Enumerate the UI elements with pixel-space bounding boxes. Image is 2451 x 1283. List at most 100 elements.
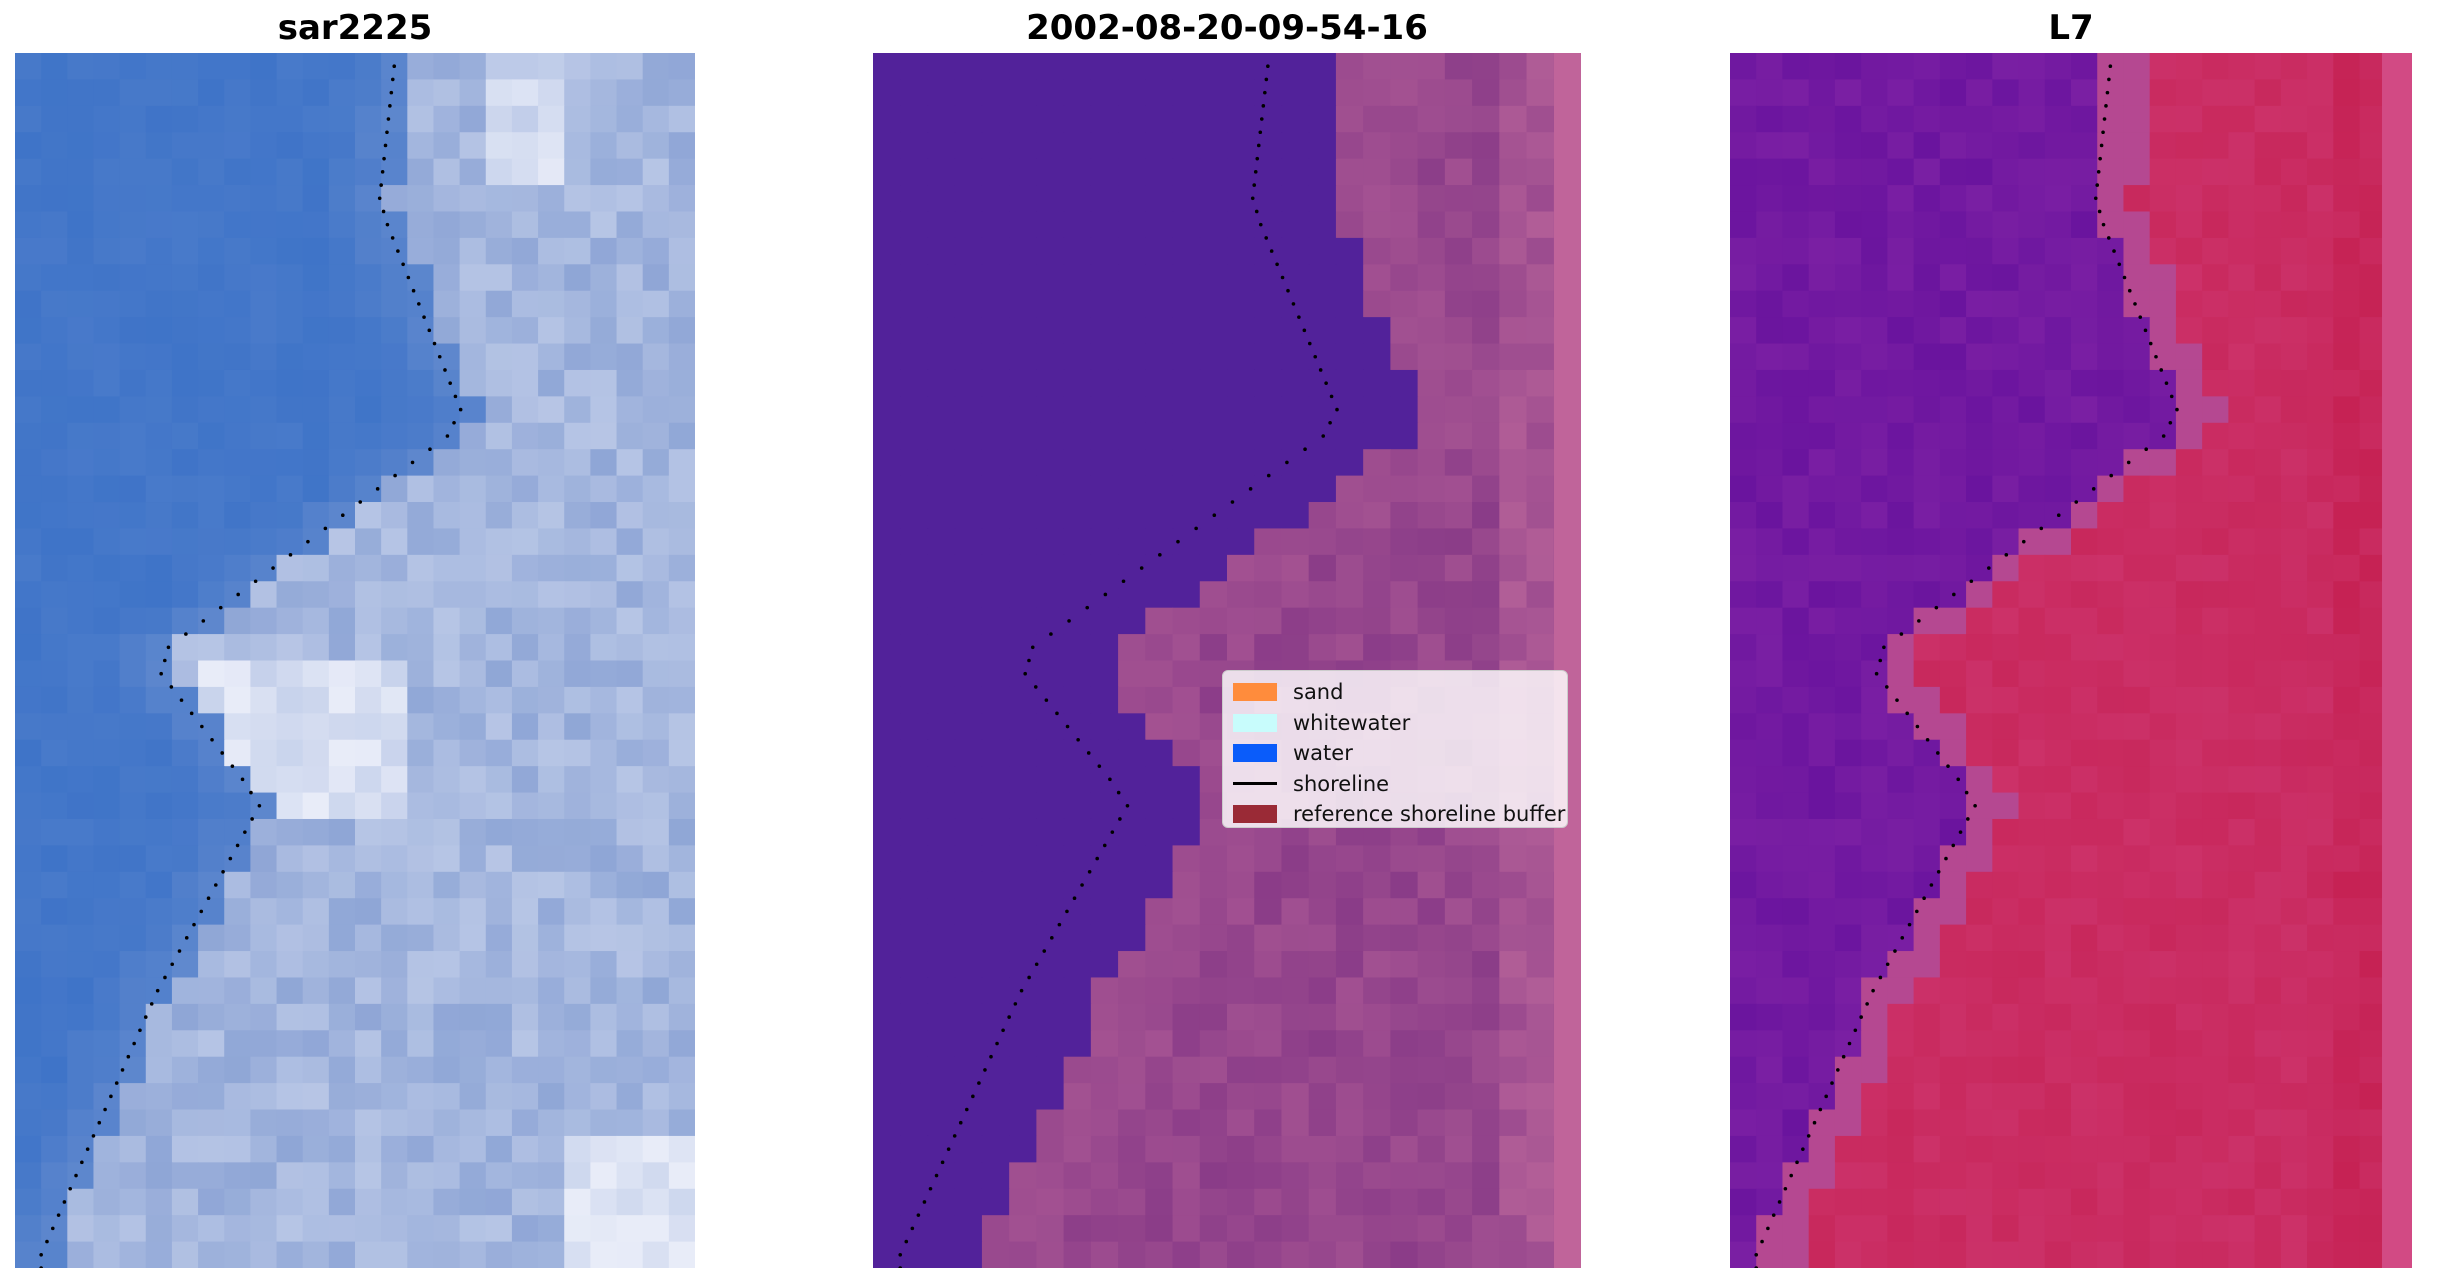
image-pixel [564,1003,591,1031]
shoreline-point [1285,460,1289,465]
image-pixel [2018,660,2046,688]
image-pixel [668,158,695,186]
image-pixel [1782,660,1810,688]
image-pixel [145,1056,173,1084]
image-pixel [1526,528,1555,556]
image-pixel [407,211,435,239]
image-pixel [2333,924,2361,952]
image-pixel [2333,818,2361,846]
shoreline-point [381,209,386,214]
shoreline-point [958,1120,963,1125]
image-pixel [2254,79,2282,107]
image-pixel [198,422,225,450]
image-pixel [2254,1030,2282,1058]
image-pixel [1966,1109,1993,1137]
shoreline-point [2126,460,2131,465]
image-pixel [67,845,95,873]
shoreline-point [427,328,432,333]
shoreline-point [910,1226,915,1231]
image-pixel [668,871,695,899]
image-pixel [1390,1241,1419,1268]
image-pixel [328,818,356,846]
image-pixel [1417,369,1446,397]
image-pixel [2228,449,2256,477]
shoreline-point [1263,90,1267,95]
image-pixel [41,1162,68,1190]
image-pixel [2359,290,2387,318]
image-pixel [1887,185,1915,213]
image-pixel [1036,845,1065,873]
image-pixel [1172,818,1201,846]
image-pixel [2359,951,2387,979]
image-pixel [1834,1215,1862,1243]
image-pixel [41,660,68,688]
image-pixel [1090,792,1119,820]
image-pixel [1090,898,1119,926]
image-pixel [2333,132,2361,160]
image-pixel [981,422,1010,450]
image-pixel [407,475,435,503]
image-pixel [302,158,330,186]
image-pixel [2202,686,2229,714]
image-pixel [590,607,618,635]
image-pixel [2175,158,2203,186]
image-pixel [1756,713,1784,741]
image-pixel [1417,1188,1446,1216]
image-pixel [927,1135,956,1163]
shoreline-point [1266,64,1270,69]
image-pixel [433,264,461,292]
image-pixel [2123,1030,2151,1058]
image-pixel [41,951,68,979]
image-pixel [900,79,929,107]
image-pixel [1834,871,1862,899]
image-pixel [2149,528,2177,556]
image-pixel [15,264,42,292]
image-pixel [1782,211,1810,239]
image-pixel [2202,396,2229,424]
image-pixel [511,924,539,952]
image-pixel [433,1083,461,1111]
image-pixel [1009,105,1037,133]
image-pixel [616,660,644,688]
image-pixel [1036,951,1065,979]
image-pixel [873,951,901,979]
image-pixel [900,369,929,397]
image-pixel [1444,422,1473,450]
image-pixel [2071,634,2098,662]
image-pixel [2018,1135,2046,1163]
image-pixel [2202,422,2229,450]
image-pixel [1887,1083,1915,1111]
image-pixel [2359,1241,2387,1268]
image-pixel [15,1241,42,1268]
image-pixel [1939,1241,1967,1268]
image-pixel [1472,237,1500,265]
image-pixel [250,1083,278,1111]
image-pixel [41,528,68,556]
image-pixel [616,290,644,318]
image-pixel [616,977,644,1005]
image-pixel [2280,502,2308,530]
image-pixel [511,845,539,873]
image-pixel [1966,211,1993,239]
image-pixel [927,185,956,213]
image-pixel [981,105,1010,133]
image-pixel [927,898,956,926]
image-pixel [145,502,173,530]
image-pixel [1199,290,1228,318]
image-pixel [407,634,435,662]
image-pixel [1730,1135,1757,1163]
image-pixel [1063,1083,1092,1111]
image-pixel [900,237,929,265]
image-pixel [41,924,68,952]
image-pixel [954,1056,983,1084]
image-pixel [900,1003,929,1031]
image-pixel [2307,1215,2334,1243]
image-pixel [1145,1030,1174,1058]
image-pixel [302,396,330,424]
image-pixel [981,1109,1010,1137]
image-pixel [1145,581,1174,609]
image-pixel [1992,528,2020,556]
image-pixel [668,660,695,688]
image-pixel [1145,1215,1174,1243]
image-pixel [511,158,539,186]
